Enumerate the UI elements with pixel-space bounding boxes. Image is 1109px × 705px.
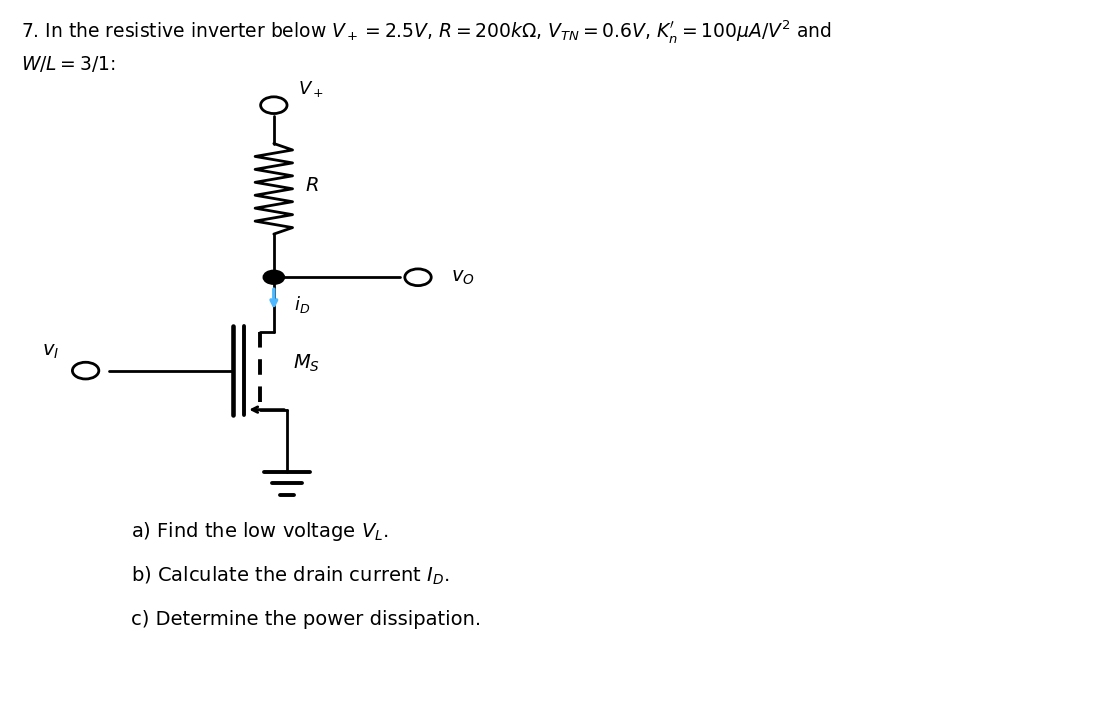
- Text: $V_+$: $V_+$: [298, 79, 324, 99]
- Text: $v_O$: $v_O$: [451, 268, 475, 287]
- Text: b) Calculate the drain current $I_D$.: b) Calculate the drain current $I_D$.: [131, 565, 449, 587]
- Text: $W/L=3/1$:: $W/L=3/1$:: [21, 54, 115, 74]
- Text: $R$: $R$: [305, 176, 318, 195]
- Text: $v_I$: $v_I$: [42, 342, 59, 360]
- Circle shape: [264, 271, 284, 283]
- Text: $M_S$: $M_S$: [293, 353, 319, 374]
- Text: $i_D$: $i_D$: [294, 294, 309, 315]
- Text: a) Find the low voltage $V_L$.: a) Find the low voltage $V_L$.: [131, 520, 388, 543]
- Text: 7. In the resistive inverter below $V_+=2.5V$, $R=200k\Omega$, $V_{TN}=0.6V$, $K: 7. In the resistive inverter below $V_+=…: [21, 18, 832, 45]
- Text: c) Determine the power dissipation.: c) Determine the power dissipation.: [131, 611, 481, 630]
